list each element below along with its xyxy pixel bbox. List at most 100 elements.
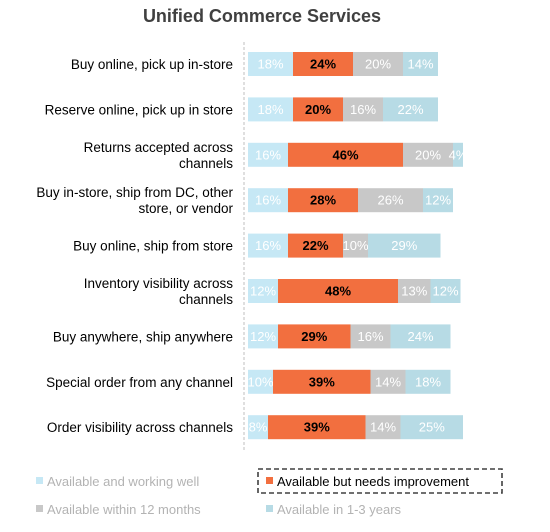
data-label: 39% (309, 374, 335, 389)
category-label-line: store, or vendor (138, 201, 233, 216)
legend-label: Available but needs improvement (277, 474, 469, 489)
data-label: 16% (357, 329, 383, 344)
category-label: Returns accepted across channels (84, 140, 234, 171)
category-label: Buy online, pick up in-store (71, 57, 233, 72)
category-label: Buy in-store, ship from DC, other store, … (36, 185, 233, 216)
data-label: 24% (407, 329, 433, 344)
bar-segment (403, 52, 438, 76)
bar-segment (293, 97, 343, 122)
data-label: 12% (432, 284, 458, 299)
data-label: 12% (250, 284, 276, 299)
bar-segment (248, 142, 288, 167)
category-label-line: channels (179, 292, 233, 307)
data-label: 24% (310, 57, 336, 72)
bar-segment (343, 233, 368, 258)
legend-swatch (266, 505, 273, 512)
data-label: 12% (425, 193, 451, 208)
legend-label: Available and working well (47, 474, 199, 489)
data-label: 16% (255, 147, 281, 162)
bar-segment (383, 97, 438, 122)
data-label: 14% (370, 420, 396, 435)
bar-segment (430, 279, 461, 303)
data-label: 18% (415, 374, 441, 389)
category-label: Order visibility across channels (47, 420, 233, 435)
data-label: 29% (391, 238, 417, 253)
bar-segment (423, 188, 453, 213)
bar-segment (288, 233, 343, 258)
data-label: 14% (407, 57, 433, 72)
legend-swatch (36, 477, 43, 484)
bar-segment (278, 324, 351, 349)
bar-segment (365, 415, 401, 440)
data-label: 18% (257, 57, 283, 72)
category-label: Inventory visibility across channels (84, 276, 234, 307)
data-label: 48% (325, 284, 351, 299)
data-label: 22% (397, 102, 423, 117)
bar-segment (343, 97, 383, 122)
legend-swatch (266, 477, 273, 484)
data-label: 13% (401, 284, 427, 299)
data-label: 8% (249, 420, 268, 435)
data-label: 22% (302, 238, 328, 253)
data-label: 10% (342, 238, 368, 253)
category-label: Reserve online, pick up in store (45, 102, 233, 117)
data-label: 28% (310, 193, 336, 208)
category-label-line: Buy online, pick up in-store (71, 57, 233, 72)
category-label-line: Buy anywhere, ship anywhere (53, 329, 233, 344)
category-label-line: Special order from any channel (46, 375, 233, 390)
bar-segment (390, 324, 451, 349)
legend-highlight-box (257, 468, 503, 494)
bar-segment (353, 52, 403, 76)
bar-segment (248, 188, 288, 213)
data-label: 16% (255, 193, 281, 208)
bar-segment (273, 369, 371, 394)
data-label: 20% (305, 102, 331, 117)
data-label: 4% (449, 147, 468, 162)
data-label: 14% (375, 374, 401, 389)
category-label: Buy anywhere, ship anywhere (53, 329, 233, 344)
data-label: 20% (365, 57, 391, 72)
bars: 18% 24% 20% 14% 18% 20% 16% 22% 16% 46% 20% 4% 16% 28… (247, 52, 468, 440)
bar-segment (358, 188, 423, 213)
bar-segment (453, 142, 463, 167)
category-label-line: Order visibility across channels (47, 420, 233, 435)
bar-segment (400, 415, 463, 440)
data-label: 46% (332, 147, 358, 162)
bar-segment (293, 52, 353, 76)
bar-segment (398, 279, 431, 303)
data-label: 26% (377, 193, 403, 208)
data-label: 16% (350, 102, 376, 117)
data-label: 25% (419, 420, 445, 435)
legend: Available and working well Available but … (36, 468, 503, 517)
bar-segment (288, 142, 403, 167)
data-label: 20% (415, 147, 441, 162)
category-label-line: Returns accepted across (84, 140, 234, 155)
bar-segment (248, 279, 278, 303)
bar-segment (288, 188, 358, 213)
bar-segment (370, 369, 406, 394)
legend-label: Available in 1-3 years (277, 502, 402, 517)
bar-segment (248, 324, 278, 349)
category-label: Special order from any channel (46, 375, 233, 390)
bar-segment (248, 233, 288, 258)
legend-label: Available within 12 months (47, 502, 201, 517)
category-label-line: Inventory visibility across (84, 276, 234, 291)
data-label: 18% (257, 102, 283, 117)
data-label: 12% (250, 329, 276, 344)
category-label: Buy online, ship from store (73, 239, 233, 254)
category-label-line: Buy online, ship from store (73, 239, 233, 254)
data-label: 39% (304, 420, 330, 435)
category-label-line: Reserve online, pick up in store (45, 102, 233, 117)
legend-swatch (36, 505, 43, 512)
bar-segment (248, 97, 293, 122)
category-label-line: channels (179, 156, 233, 171)
bar-segment (248, 415, 268, 440)
category-labels: Buy online, pick up in-store Reserve onli… (36, 57, 233, 435)
data-label: 29% (301, 329, 327, 344)
chart-title: Unified Commerce Services (143, 6, 381, 26)
bar-segment (248, 52, 293, 76)
bar-segment (405, 369, 451, 394)
data-label: 10% (247, 374, 273, 389)
bar-segment (248, 369, 273, 394)
